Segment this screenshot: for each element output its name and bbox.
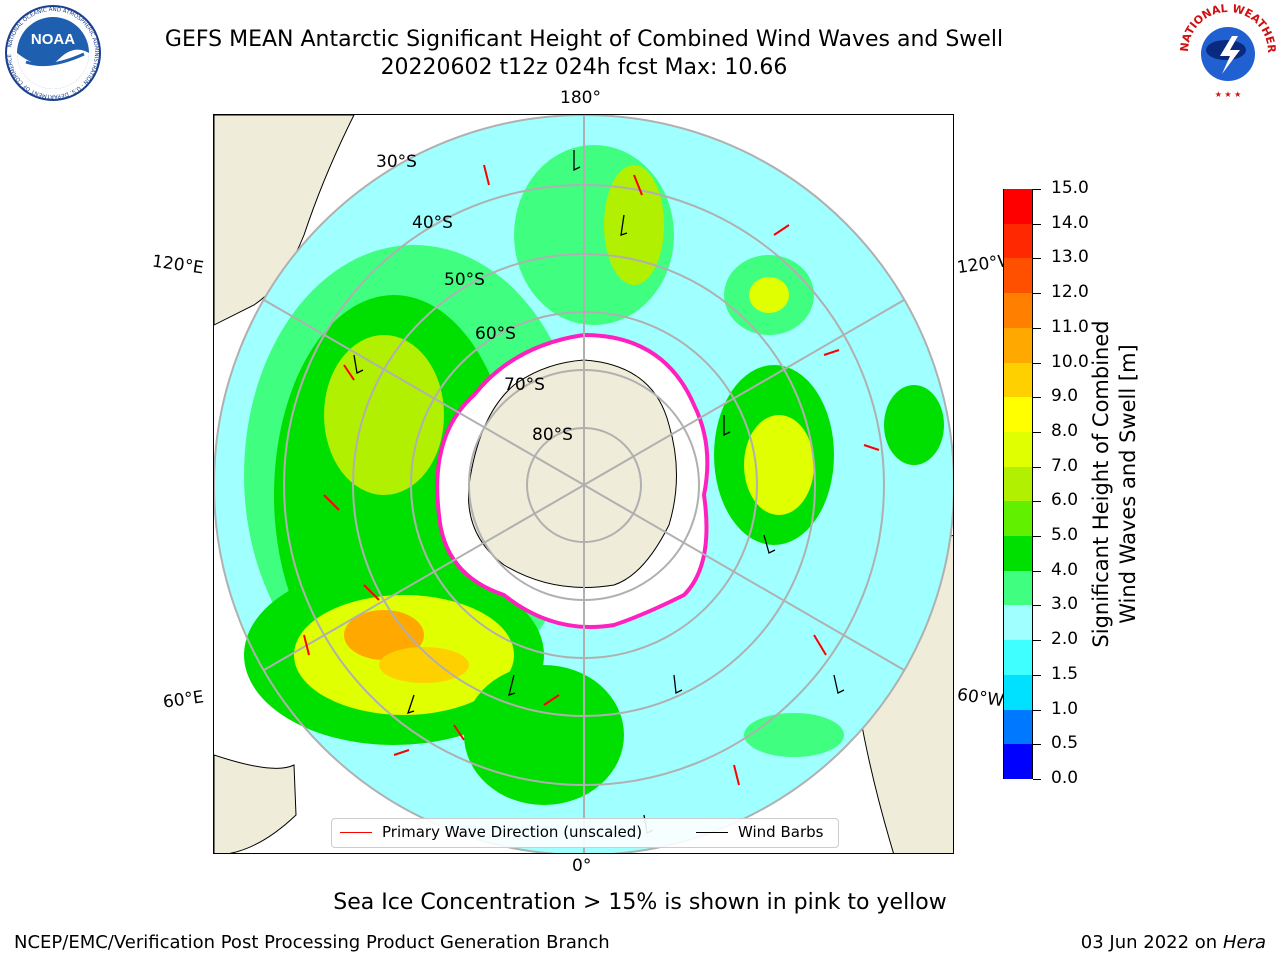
colorbar-segment	[1004, 188, 1032, 224]
noaa-text: NOAA	[31, 31, 75, 48]
colorbar-tick-label: 1.5	[1051, 663, 1079, 684]
colorbar-label: Significant Height of Combined Wind Wave…	[1088, 320, 1142, 647]
wind-barbs-swatch	[696, 832, 728, 833]
colorbar-tick-mark	[1033, 709, 1041, 711]
colorbar-segment	[1004, 362, 1032, 398]
colorbar-tick-label: 9.0	[1051, 386, 1079, 407]
africa-landmass	[214, 754, 297, 853]
lat-label-80s: 80°S	[532, 425, 573, 445]
colorbar-segment	[1004, 639, 1032, 675]
wind-barbs-legend-label: Wind Barbs	[738, 823, 824, 841]
colorbar-tick-mark	[1033, 327, 1041, 329]
colorbar-tick-label: 12.0	[1051, 282, 1089, 303]
lat-label-60s: 60°S	[475, 324, 516, 344]
footer-date: 03 Jun 2022 on Hera	[1081, 932, 1266, 953]
colorbar-segment	[1004, 500, 1032, 537]
colorbar-tick-label: 6.0	[1051, 490, 1079, 511]
colorbar-tick-label: 11.0	[1051, 316, 1089, 337]
colorbar-tick-mark	[1033, 605, 1041, 607]
lon-label-180: 180°	[560, 88, 601, 108]
primary-wave-direction-arrows	[303, 164, 880, 786]
colorbar-segment	[1004, 604, 1032, 641]
wave-direction-swatch	[340, 832, 372, 833]
colorbar-tick-label: 13.0	[1051, 247, 1089, 268]
colorbar-tick-label: 15.0	[1051, 178, 1089, 198]
footer-branch: NCEP/EMC/Verification Post Processing Pr…	[14, 932, 610, 953]
lat-label-40s: 40°S	[412, 213, 453, 233]
colorbar-tick-label: 14.0	[1051, 212, 1089, 233]
lat-label-30s: 30°S	[376, 152, 417, 172]
noaa-logo: NOAA NATIONAL OCEANIC AND ATMOSPHERIC AD…	[5, 5, 101, 101]
colorbar-tick-label: 0.0	[1051, 768, 1079, 788]
wave-direction-legend-label: Primary Wave Direction (unscaled)	[382, 823, 643, 841]
lat-label-70s: 70°S	[504, 375, 545, 395]
colorbar-segment	[1004, 709, 1032, 745]
colorbar-tick-mark	[1033, 570, 1041, 572]
polar-map	[213, 114, 954, 854]
colorbar-segment	[1004, 431, 1032, 467]
colorbar-tick-mark	[1033, 431, 1041, 433]
wave-height-field	[214, 115, 953, 853]
colorbar-segment	[1004, 396, 1032, 432]
colorbar-tick-mark	[1033, 466, 1041, 468]
colorbar-tick-label: 3.0	[1051, 594, 1079, 615]
lat-label-50s: 50°S	[444, 270, 485, 290]
colorbar-tick-label: 7.0	[1051, 455, 1079, 476]
colorbar-segment	[1004, 570, 1032, 606]
nws-logo: NATIONAL WEATHER SERVICE ★ ★ ★	[1178, 2, 1278, 100]
colorbar-tick-label: 1.0	[1051, 698, 1079, 719]
lon-label-120w: 120°W	[955, 251, 1005, 279]
colorbar-tick-mark	[1033, 397, 1041, 399]
antarctica-landmass	[467, 359, 677, 588]
colorbar-tick-label: 2.0	[1051, 629, 1079, 650]
map-legend: Primary Wave Direction (unscaled) Wind B…	[331, 818, 839, 848]
colorbar-segment	[1004, 743, 1032, 779]
svg-text:★ ★ ★: ★ ★ ★	[1215, 90, 1242, 99]
colorbar-segment	[1004, 257, 1032, 294]
colorbar-tick-label: 8.0	[1051, 420, 1079, 441]
colorbar-segment	[1004, 327, 1032, 363]
colorbar-tick-label: 10.0	[1051, 351, 1089, 372]
colorbar-tick-mark	[1033, 501, 1041, 503]
colorbar-label-line1: Significant Height of Combined	[1089, 320, 1113, 648]
sea-ice-note: Sea Ice Concentration > 15% is shown in …	[333, 890, 947, 915]
colorbar-tick-mark	[1033, 674, 1041, 676]
colorbar-segment	[1004, 466, 1032, 502]
map-title: GEFS MEAN Antarctic Significant Height o…	[164, 27, 1004, 52]
lon-label-120e: 120°E	[150, 251, 205, 279]
graticule	[214, 115, 953, 853]
lon-label-60e: 60°E	[161, 687, 206, 713]
colorbar-segment	[1004, 223, 1032, 259]
colorbar	[1003, 188, 1033, 779]
colorbar-tick-mark	[1033, 536, 1041, 538]
colorbar-segment	[1004, 292, 1032, 328]
colorbar-segment	[1004, 535, 1032, 571]
footer-host: Hera	[1222, 932, 1266, 953]
colorbar-tick-mark	[1033, 293, 1041, 295]
forecast-subtitle: 20220602 t12z 024h fcst Max: 10.66	[380, 55, 788, 80]
colorbar-label-line2: Wind Waves and Swell [m]	[1116, 344, 1140, 624]
colorbar-tick-label: 4.0	[1051, 559, 1079, 580]
lon-label-0: 0°	[572, 856, 592, 876]
colorbar-tick-label: 5.0	[1051, 525, 1079, 546]
colorbar-tick-mark	[1033, 258, 1041, 260]
lon-label-60w: 60°W	[955, 684, 1005, 712]
colorbar-tick-mark	[1033, 744, 1041, 746]
footer-date-text: 03 Jun 2022 on	[1080, 932, 1218, 953]
colorbar-tick-mark	[1033, 640, 1041, 642]
colorbar-tick-mark	[1033, 223, 1041, 225]
colorbar-tick-mark	[1033, 779, 1041, 780]
colorbar-tick-mark	[1033, 362, 1041, 364]
colorbar-tick-label: 0.5	[1051, 733, 1079, 754]
colorbar-segment	[1004, 674, 1032, 710]
colorbar-tick-mark	[1033, 189, 1041, 190]
